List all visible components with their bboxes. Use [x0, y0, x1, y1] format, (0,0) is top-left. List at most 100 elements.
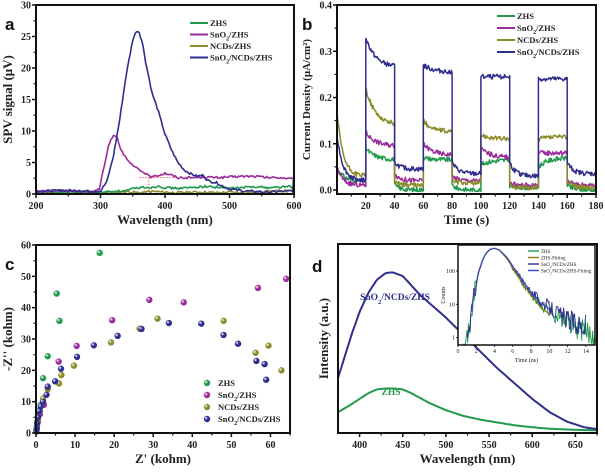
data-point-zhs	[53, 290, 60, 297]
panel-a-xlabel: Wavelength (nm)	[117, 212, 213, 227]
inset-legend-label: ZHS-Fitting	[541, 256, 566, 261]
data-point-sno2-zhs	[254, 284, 262, 292]
data-point-sno2-ncds-zhs	[73, 353, 81, 361]
panel-c-ytick-label: 40	[21, 303, 31, 314]
panel-a-ytick-label: 5	[26, 158, 31, 169]
panel-a-letter: a	[5, 15, 15, 34]
panel-b-xtick-label: 40	[390, 201, 400, 212]
panel-b-legend-label: SnO2/ZHS	[517, 23, 556, 36]
data-point-sno2-ncds-zhs	[165, 319, 173, 327]
panel-b-xtick-label: 100	[473, 201, 488, 212]
panel-c-xtick-label: 10	[70, 440, 80, 451]
panel-c-legend-marker	[203, 415, 211, 423]
data-point-sno2-ncds-zhs	[253, 357, 260, 365]
panel-d-pl-chart: 400 450 500 550 600 650 Wavelength (nm) Intensi…	[312, 243, 598, 466]
panel-c-ytick-label: 30	[21, 335, 31, 346]
panel-a-xtick-label: 200	[29, 201, 44, 212]
panel-b-xlabel: Time (s)	[444, 212, 490, 227]
panel-c-letter: c	[5, 255, 14, 274]
inset-legend-label: ZHS	[541, 250, 551, 255]
inset-legend-label: SnO2/NCDs/ZHS-Fitting	[541, 269, 592, 275]
series-line-sno2-zhs	[336, 130, 597, 189]
data-point-sno2-zhs	[73, 342, 80, 350]
panel-d-xtick-label: 550	[482, 440, 497, 451]
panel-b-letter: b	[302, 15, 312, 34]
inset-legend-label: SnO2/NCDs/ZHS	[541, 263, 577, 269]
data-point-sno2-ncds-zhs	[90, 342, 98, 349]
panel-c-xtick-label: 0	[34, 440, 39, 451]
data-point-sno2-zhs	[282, 275, 290, 283]
panel-a-ytick-label: 0	[26, 190, 31, 201]
panel-d-letter: d	[312, 257, 322, 276]
panel-b-xtick-label: 180	[589, 201, 604, 212]
inset-ytick-label: 10	[449, 302, 455, 308]
data-point-ncds-zhs	[252, 349, 259, 356]
panel-d-ylabel: Intensity (a.u.)	[316, 298, 331, 379]
panel-b-legend-label: NCDs/ZHS	[517, 35, 558, 45]
inset-frame	[457, 244, 596, 346]
data-point-sno2-ncds-zhs	[138, 325, 145, 333]
panel-a-legend-label: SnO2/NCDs/ZHS	[210, 53, 273, 66]
series-line-ncds-zhs	[336, 85, 597, 191]
series-line-sno2-ncds-zhs	[336, 37, 597, 183]
panel-c-ytick-label: 20	[21, 366, 31, 377]
panel-c-plot-area: 0 10 20 30 40 50 60 0 10 20 30 40 50 60 Z' (kohm) -Z'' …	[0, 241, 291, 466]
panel-b-legend-label: ZHS	[517, 11, 534, 21]
panel-c-xtick-label: 50	[226, 440, 236, 451]
data-point-sno2-ncds-zhs	[51, 378, 59, 385]
panel-d-xtick-label: 450	[395, 440, 410, 451]
panel-c-ytick-label: 60	[21, 241, 31, 252]
panel-a-ytick-label: 20	[21, 64, 31, 75]
panel-c-eis-chart: 0 10 20 30 40 50 60 0 10 20 30 40 50 60 Z' (kohm) -Z'' …	[0, 241, 291, 466]
panel-c-xtick-label: 60	[265, 440, 275, 451]
inset-xtick-label: 6	[511, 349, 514, 355]
data-point-ncds-zhs	[265, 342, 272, 349]
series-line-zhs	[336, 145, 597, 193]
panel-c-legend-marker	[203, 391, 211, 399]
panel-c-ytick-label: 10	[21, 397, 31, 408]
panel-c-xtick-label: 20	[109, 440, 119, 451]
panel-b-xtick-label: 160	[560, 201, 575, 212]
panel-d-label-zhs: ZHS	[381, 388, 400, 398]
panel-a-ytick-label: 30	[21, 1, 31, 12]
panel-c-ylabel: -Z'' (kohm)	[0, 307, 15, 371]
panel-d-inset: 0 2 4 6 8 10 12 14 1 10 100 Time (ns) Counts ZHSZHS-F…	[441, 244, 596, 364]
panel-b-ytick-label: 0.0	[320, 186, 333, 197]
data-point-sno2-zhs	[146, 296, 153, 304]
panel-b-xtick-label: 60	[418, 201, 428, 212]
panel-a-xtick-label: 400	[158, 201, 173, 212]
series-line-zhs	[337, 387, 597, 432]
panel-c-ytick-label: 0	[26, 429, 31, 440]
data-point-zhs	[44, 353, 51, 360]
panel-a-legend-label: NCDs/ZHS	[210, 41, 251, 51]
data-point-sno2-zhs	[55, 358, 62, 365]
inset-xtick-label: 14	[583, 349, 589, 355]
panel-a-legend-label: SnO2/ZHS	[210, 30, 249, 43]
data-point-ncds-zhs	[278, 367, 285, 374]
panel-b-xtick-label: 120	[502, 201, 517, 212]
series-line-sno2-ncds-zhs	[36, 30, 295, 194]
data-point-sno2-zhs	[109, 317, 116, 324]
panel-c-xtick-label: 40	[187, 440, 197, 451]
panel-c-legend-marker	[203, 403, 211, 411]
data-point-sno2-ncds-zhs	[261, 360, 268, 368]
panel-d-label-sno2-ncds-zhs: SnO2/NCDs/ZHS	[360, 293, 430, 306]
panel-c-legend-label: NCDs/ZHS	[218, 402, 259, 412]
data-point-sno2-ncds-zhs	[234, 340, 242, 347]
data-point-sno2-ncds-zhs	[43, 391, 50, 398]
panel-a-ytick-label: 25	[21, 32, 31, 43]
panel-a-ytick-label: 15	[21, 95, 31, 106]
inset-series-line-sno2-ncds-zhs-fitting	[471, 247, 550, 312]
panel-a-xtick-label: 300	[93, 201, 108, 212]
panel-b-photocurrent-chart: 20 40 60 80 100 120 140 160 180 0.0 0.1 0.2 0.3 0.4 Ti…	[301, 1, 604, 228]
panel-b-xtick-label: 140	[531, 201, 546, 212]
data-point-sno2-ncds-zhs	[33, 420, 41, 427]
panel-a-xtick-label: 600	[287, 201, 302, 212]
data-point-sno2-ncds-zhs	[114, 332, 121, 340]
panel-d-xtick-label: 600	[525, 440, 540, 451]
panel-b-ytick-label: 0.2	[320, 93, 333, 104]
panel-a-ylabel: SPV signal (μV)	[0, 55, 15, 144]
data-point-zhs	[39, 374, 47, 382]
panel-a-ytick-label: 10	[21, 127, 31, 138]
